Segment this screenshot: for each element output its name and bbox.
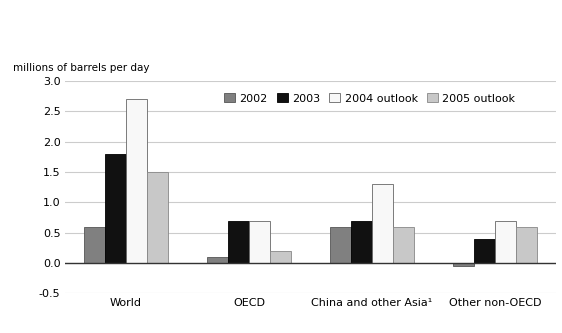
Bar	[270, 251, 291, 263]
Bar	[147, 172, 168, 263]
Bar	[393, 227, 414, 263]
Bar	[474, 239, 495, 263]
Bar	[330, 227, 351, 263]
Bar	[453, 263, 474, 266]
Bar	[105, 154, 126, 263]
Bar	[126, 99, 147, 263]
Text: millions of barrels per day: millions of barrels per day	[13, 63, 149, 73]
Text: Regional Distribution of Annual Change in World Oil Demand: Regional Distribution of Annual Change i…	[10, 19, 513, 34]
Bar	[516, 227, 537, 263]
Bar	[495, 220, 516, 263]
Bar	[351, 220, 372, 263]
Bar	[84, 227, 105, 263]
Bar	[249, 220, 270, 263]
Legend: 2002, 2003, 2004 outlook, 2005 outlook: 2002, 2003, 2004 outlook, 2005 outlook	[219, 89, 520, 108]
Bar	[207, 257, 228, 263]
Bar	[372, 184, 393, 263]
Bar	[228, 220, 249, 263]
